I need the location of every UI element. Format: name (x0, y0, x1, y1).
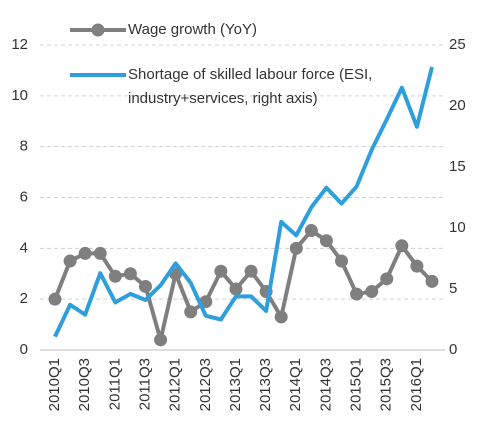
y-tick-label: 4 (20, 239, 28, 256)
data-point (154, 333, 168, 347)
series-line (53, 228, 434, 342)
legend-marker (91, 23, 105, 37)
data-point (108, 269, 122, 283)
x-tick-label: 2011Q3 (136, 358, 153, 410)
series-line (53, 66, 434, 338)
y2-tick-label: 25 (449, 36, 466, 53)
x-tick-label: 2013Q1 (227, 358, 244, 411)
data-point (335, 254, 349, 268)
x-tick-label: 2012Q3 (197, 358, 214, 411)
data-point (350, 287, 364, 301)
legend-item: Wage growth (YoY) (128, 21, 257, 38)
y2-tick-label: 10 (449, 219, 466, 236)
data-point (244, 264, 258, 278)
x-tick-label: 2015Q1 (348, 358, 365, 411)
x-tick-label: 2010Q1 (46, 358, 63, 411)
data-point (425, 274, 439, 288)
legend-label: Wage growth (YoY) (128, 21, 257, 38)
x-tick-label: 2010Q3 (76, 358, 93, 411)
x-tick-label: 2014Q3 (317, 358, 334, 411)
data-point (304, 224, 318, 238)
data-point (395, 239, 409, 253)
data-point (138, 279, 152, 293)
y-tick-label: 6 (20, 188, 28, 205)
data-point (274, 310, 288, 324)
x-tick-label: 2012Q1 (167, 358, 184, 411)
data-point (365, 285, 379, 299)
data-point (410, 259, 424, 273)
x-tick-label: 2014Q1 (287, 358, 304, 411)
x-tick-label: 2013Q3 (257, 358, 274, 411)
x-tick-label: 2015Q3 (378, 358, 395, 411)
x-tick-label: 2011Q1 (106, 358, 123, 410)
y2-tick-label: 20 (449, 97, 466, 114)
data-point (184, 305, 198, 319)
data-point (63, 254, 77, 268)
data-point (78, 246, 92, 260)
data-point (93, 246, 107, 260)
y-tick-label: 0 (20, 341, 28, 358)
data-point (289, 241, 303, 255)
data-point (214, 264, 228, 278)
data-point (48, 292, 62, 306)
y-tick-label: 12 (11, 36, 28, 53)
data-point (380, 272, 394, 286)
legend-label: Shortage of skilled labour force (ESI, i… (128, 66, 373, 107)
data-point (319, 234, 333, 248)
data-point (123, 267, 137, 281)
y-tick-label: 10 (11, 87, 28, 104)
data-point (229, 282, 243, 296)
y-tick-label: 8 (20, 138, 28, 155)
x-tick-label: 2016Q1 (408, 358, 425, 411)
y-tick-label: 2 (20, 290, 28, 307)
y2-tick-label: 5 (449, 280, 457, 297)
y2-tick-label: 15 (449, 158, 466, 175)
y2-tick-label: 0 (449, 341, 457, 358)
legend-item: Shortage of skilled labour force (ESI, i… (128, 66, 373, 107)
